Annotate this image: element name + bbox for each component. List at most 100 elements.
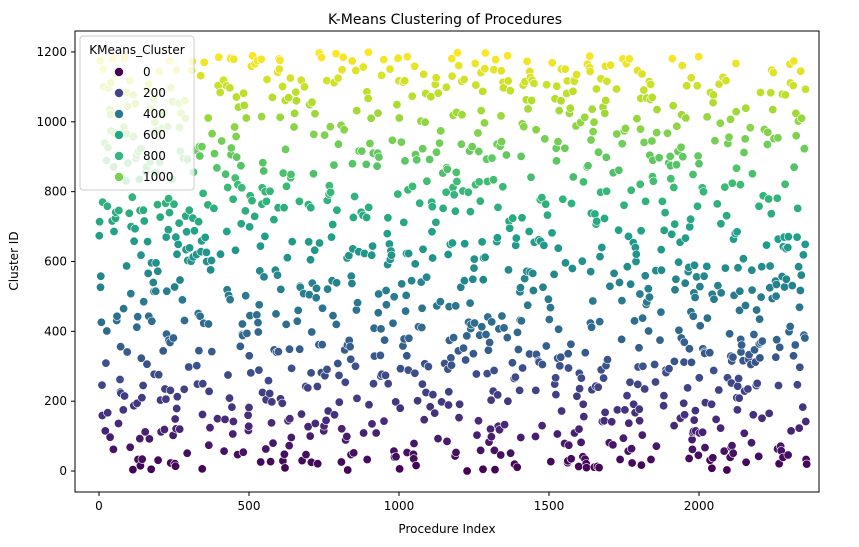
data-point [284, 93, 294, 103]
data-point [473, 416, 483, 426]
data-point [748, 410, 758, 420]
data-point [669, 356, 679, 366]
data-point [639, 85, 649, 95]
data-point [147, 316, 157, 326]
data-point [711, 414, 721, 424]
data-point [374, 152, 384, 162]
data-point [690, 406, 700, 416]
data-point [321, 415, 331, 425]
data-point [619, 200, 629, 210]
data-point [557, 406, 567, 416]
data-point [656, 245, 666, 255]
data-point [489, 365, 499, 375]
data-point [351, 66, 361, 76]
data-point [502, 333, 512, 343]
data-point [450, 206, 460, 216]
data-point [528, 285, 538, 295]
data-point [556, 352, 566, 362]
data-point [574, 461, 584, 471]
data-point [344, 251, 354, 261]
data-point [164, 194, 174, 204]
data-point [620, 405, 630, 415]
data-point [583, 161, 593, 171]
data-point [143, 237, 153, 247]
data-point [496, 111, 506, 121]
data-point [312, 381, 322, 391]
data-point [795, 285, 805, 295]
data-point [683, 383, 693, 393]
data-point [231, 92, 241, 102]
data-point [572, 391, 582, 401]
data-point [560, 258, 570, 268]
data-point [267, 92, 277, 102]
data-point [732, 227, 742, 237]
data-point [269, 215, 279, 225]
data-point [375, 350, 385, 360]
data-point [391, 397, 401, 407]
data-point [397, 279, 407, 289]
data-point [541, 199, 551, 209]
data-point [720, 263, 730, 273]
data-point [246, 368, 256, 378]
data-point [554, 106, 564, 116]
data-point [644, 292, 654, 302]
data-point [431, 217, 441, 227]
data-point [96, 317, 106, 327]
data-point [580, 112, 590, 122]
data-point [626, 279, 636, 289]
legend-label: 1000 [143, 170, 174, 184]
data-point [281, 181, 291, 191]
data-point [410, 61, 420, 71]
data-point [382, 229, 392, 239]
data-point [311, 293, 321, 303]
data-point [485, 337, 495, 347]
x-tick-label: 2000 [684, 499, 715, 513]
legend-label: 600 [143, 128, 166, 142]
data-point [794, 262, 804, 272]
data-point [171, 461, 181, 471]
data-point [552, 429, 562, 439]
data-point [754, 201, 764, 211]
data-point [364, 202, 374, 212]
data-point [292, 316, 302, 326]
data-point [307, 97, 317, 107]
data-point [446, 360, 456, 370]
data-point [138, 205, 148, 215]
data-point [386, 250, 396, 260]
data-point [116, 342, 126, 352]
data-point [709, 294, 719, 304]
data-point [692, 81, 702, 91]
data-point [585, 51, 595, 61]
y-axis: 0 200 400 600 800 1000 1200 [36, 45, 75, 478]
data-point [686, 357, 696, 367]
data-point [260, 231, 270, 241]
data-point [452, 177, 462, 187]
data-point [431, 73, 441, 83]
data-point [122, 347, 132, 357]
data-point [716, 423, 726, 433]
data-point [441, 187, 451, 197]
data-point [741, 457, 751, 467]
data-point [402, 52, 412, 62]
x-axis-label: Procedure Index [398, 522, 495, 536]
data-point [401, 290, 411, 300]
data-point [617, 334, 627, 344]
data-point [379, 55, 389, 65]
data-point [451, 167, 461, 177]
data-point [740, 134, 750, 144]
data-point [358, 62, 368, 72]
data-point [635, 124, 645, 134]
data-point [680, 410, 690, 420]
data-point [543, 294, 553, 304]
data-point [674, 257, 684, 267]
data-point [96, 271, 106, 281]
data-point [339, 125, 349, 135]
data-point [142, 359, 152, 369]
data-point [228, 429, 238, 439]
data-point [367, 250, 377, 260]
data-point [781, 274, 791, 284]
data-point [204, 319, 214, 329]
data-point [402, 351, 412, 361]
data-point [320, 130, 330, 140]
data-point [527, 96, 537, 106]
